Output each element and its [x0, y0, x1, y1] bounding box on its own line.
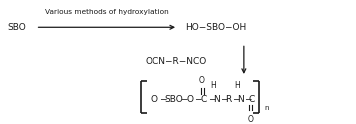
Text: SBO: SBO: [7, 23, 26, 32]
Text: R: R: [225, 95, 232, 104]
Text: O: O: [199, 76, 204, 85]
Text: O: O: [151, 95, 158, 104]
Text: O: O: [186, 95, 193, 104]
Text: N: N: [237, 95, 244, 104]
Text: N: N: [213, 95, 220, 104]
Text: C: C: [200, 95, 206, 104]
Text: n: n: [265, 105, 269, 111]
Text: HO−SBO−OH: HO−SBO−OH: [185, 23, 246, 32]
Text: H: H: [211, 81, 216, 90]
Text: C: C: [249, 95, 255, 104]
Text: OCN−R−NCO: OCN−R−NCO: [146, 58, 207, 66]
Text: −: −: [232, 95, 239, 104]
Text: −: −: [194, 95, 202, 104]
Text: −: −: [180, 95, 188, 104]
Text: −: −: [208, 95, 215, 104]
Text: −: −: [220, 95, 227, 104]
Text: O: O: [247, 115, 253, 124]
Text: H: H: [235, 81, 240, 90]
Text: SBO: SBO: [165, 95, 184, 104]
Text: Various methods of hydroxylation: Various methods of hydroxylation: [45, 9, 169, 15]
Text: −: −: [244, 95, 251, 104]
Text: −: −: [159, 95, 167, 104]
